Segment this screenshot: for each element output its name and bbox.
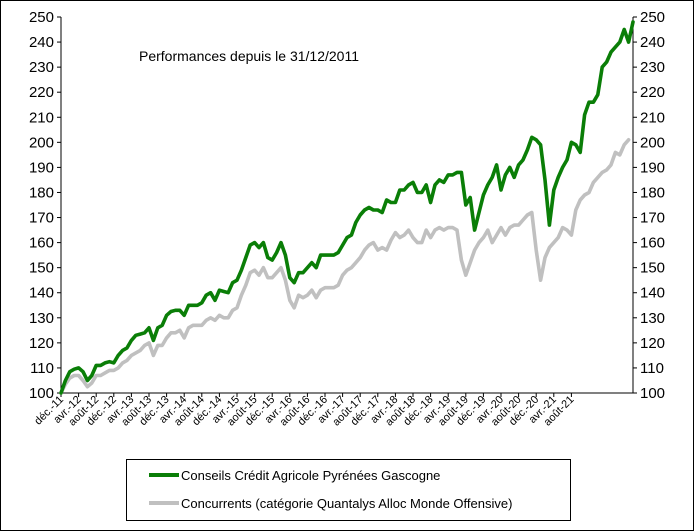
- legend-item-concurrents: Concurrents (catégorie Quantalys Alloc M…: [149, 494, 512, 512]
- y-tick-label-right: 100: [640, 385, 665, 402]
- y-tick-label-right: 140: [640, 285, 665, 302]
- y-tick-label-right: 120: [640, 335, 665, 352]
- y-tick-label-left: 130: [29, 310, 54, 327]
- chart-subtitle: Performances depuis le 31/12/2011: [139, 48, 359, 64]
- series-line-concurrents: [59, 138, 631, 395]
- line-chart: 100 110 120 130 140 150 160 170 180 190 200 210 220 2…: [29, 9, 665, 429]
- legend-swatch-grey: [149, 501, 179, 505]
- y-tick-label-right: 130: [640, 310, 665, 327]
- x-axis: déc.-11avr.-12août-12déc.-12avr.-13août-…: [32, 392, 633, 429]
- y-tick-label-right: 220: [640, 84, 665, 101]
- y-tick-label-left: 200: [29, 134, 54, 151]
- legend-swatch-green: [149, 473, 179, 477]
- y-tick-label-left: 220: [29, 84, 54, 101]
- series-line-cacpg: [59, 20, 635, 395]
- y-tick-label-right: 250: [640, 9, 665, 26]
- y-tick-label-left: 110: [30, 360, 54, 377]
- y-axis-right: 100 110 120 130 140 150 160 170 180 190 200 210 220 2…: [632, 9, 665, 402]
- y-tick-label-left: 180: [29, 184, 54, 201]
- y-tick-label-left: 230: [29, 59, 54, 76]
- series-layer: [59, 20, 635, 395]
- legend-item-cacpg: Conseils Crédit Agricole Pyrénées Gascog…: [149, 466, 440, 484]
- y-tick-label-right: 240: [640, 34, 665, 51]
- y-tick-label-right: 180: [640, 184, 665, 201]
- legend-label-concurrents: Concurrents (catégorie Quantalys Alloc M…: [181, 495, 513, 511]
- y-tick-label-right: 160: [640, 235, 665, 252]
- legend: Conseils Crédit Agricole Pyrénées Gascog…: [126, 459, 571, 521]
- y-tick-label-left: 140: [29, 285, 54, 302]
- y-tick-label-left: 150: [29, 260, 54, 277]
- y-tick-label-right: 190: [640, 159, 665, 176]
- y-tick-label-left: 210: [29, 109, 54, 126]
- y-tick-label-right: 150: [640, 260, 665, 277]
- y-tick-label-left: 250: [29, 9, 54, 26]
- y-tick-label-left: 160: [29, 235, 54, 252]
- legend-label-cacpg: Conseils Crédit Agricole Pyrénées Gascog…: [181, 467, 441, 483]
- y-tick-label-left: 170: [29, 210, 54, 227]
- y-tick-label-left: 240: [29, 34, 54, 51]
- y-tick-label-right: 200: [640, 134, 665, 151]
- y-tick-label-left: 120: [29, 335, 54, 352]
- y-tick-label-right: 170: [640, 210, 665, 227]
- y-tick-label-left: 190: [29, 159, 54, 176]
- y-tick-label-left: 100: [29, 385, 54, 402]
- y-tick-label-right: 110: [640, 360, 664, 377]
- y-tick-label-right: 210: [640, 109, 665, 126]
- y-tick-label-right: 230: [640, 59, 665, 76]
- y-axis-left: 100 110 120 130 140 150 160 170 180 190 200 210 220 2…: [29, 9, 62, 402]
